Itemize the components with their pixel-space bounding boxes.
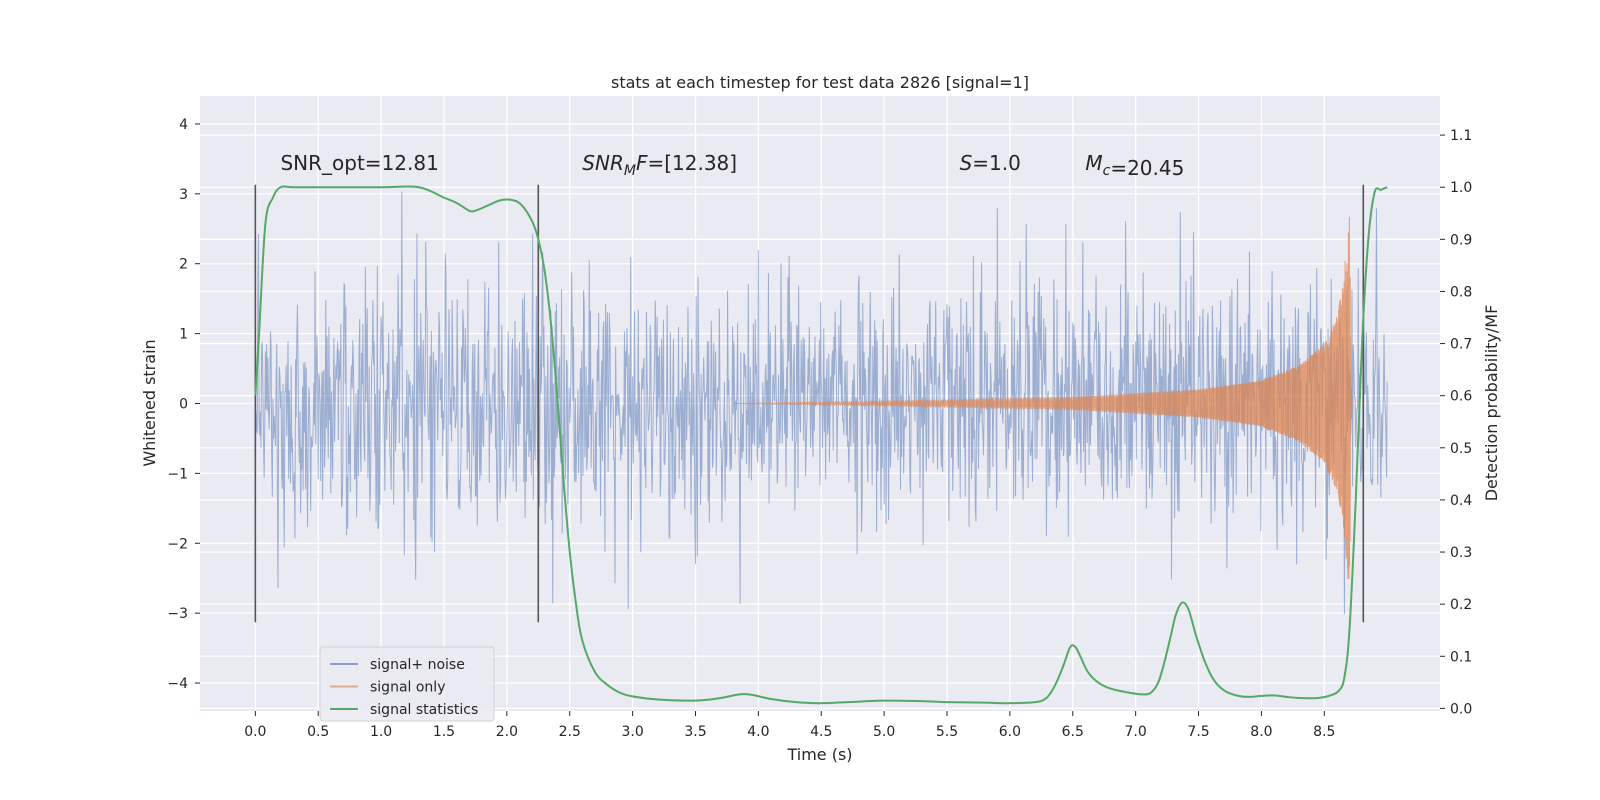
y-tick-label: 3	[179, 187, 188, 203]
x-tick-label: 4.5	[810, 724, 832, 740]
x-tick-label: 0.0	[244, 724, 266, 740]
y2-tick-label: 0.5	[1450, 441, 1472, 457]
x-tick-label: 2.5	[559, 724, 581, 740]
y2-tick-label: 0.7	[1450, 337, 1472, 353]
y2-tick-label: 0.1	[1450, 649, 1472, 665]
x-tick-label: 1.5	[433, 724, 455, 740]
x-tick-label: 3.0	[621, 724, 643, 740]
x-tick-label: 5.5	[936, 724, 958, 740]
data-layer	[254, 191, 1388, 614]
signal-statistics-line	[254, 185, 1388, 705]
x-tick-label: 8.5	[1313, 724, 1335, 740]
y2-tick-label: 0.6	[1450, 389, 1472, 405]
x-tick-label: 7.5	[1187, 724, 1209, 740]
legend-label: signal+ noise	[370, 657, 465, 673]
x-tick-label: 7.0	[1125, 724, 1147, 740]
y2-tick-label: 0.3	[1450, 545, 1472, 561]
annotations: SNR_opt=12.81 SNRMF=[12.38] S=1.0 Mc=20.45	[280, 151, 1184, 180]
vertical-markers	[254, 184, 1365, 623]
legend-label: signal statistics	[370, 702, 478, 718]
x-tick-label: 4.0	[747, 724, 769, 740]
x-tick-label: 1.0	[370, 724, 392, 740]
annotation-3: S=1.0	[960, 151, 1021, 175]
y-tick-label: −3	[167, 606, 188, 622]
y-tick-label: 1	[179, 327, 188, 343]
y-tick-labels: −4 −3 −2 −1 0 1 2 3 4	[167, 117, 200, 692]
y2-tick-label: 1.0	[1450, 180, 1472, 196]
y-tick-label: 4	[179, 117, 188, 133]
x-tick-label: 0.5	[307, 724, 329, 740]
y-tick-label: 2	[179, 257, 188, 273]
y2-tick-label: 0.9	[1450, 232, 1472, 248]
y2-axis-label: Detection probability/MF	[1482, 305, 1501, 502]
x-tick-label: 3.5	[684, 724, 706, 740]
x-tick-label: 5.0	[873, 724, 895, 740]
annotation-4: Mc=20.45	[1085, 151, 1184, 180]
y2-tick-labels: 0.0 0.1 0.2 0.3 0.4 0.5 0.6 0.7 0.8 0.9 1.0 1.1	[1440, 128, 1472, 717]
y-tick-label: −4	[167, 676, 188, 692]
x-tick-labels: 0.0 0.5 1.0 1.5 2.0 2.5 3.0 3.5 4.0 4.5 5.0 5.5 6.0 6…	[244, 711, 1335, 740]
signal-only-line	[733, 216, 1353, 580]
y2-tick-label: 1.1	[1450, 128, 1472, 144]
y-axis-label: Whitened strain	[140, 339, 159, 466]
legend-box	[319, 646, 495, 722]
statistics-layer	[254, 185, 1388, 705]
annotation-1: SNR_opt=12.81	[280, 151, 438, 175]
y2-tick-label: 0.4	[1450, 493, 1472, 509]
x-tick-label: 2.0	[496, 724, 518, 740]
y2-tick-label: 0.0	[1450, 701, 1472, 717]
legend-label: signal only	[370, 680, 445, 696]
annotation-2: SNRMF=[12.38]	[582, 151, 737, 179]
y2-tick-label: 0.2	[1450, 597, 1472, 613]
legend: signal+ noise signal only signal statistic…	[319, 646, 495, 722]
x-axis-label: Time (s)	[786, 745, 852, 764]
y-tick-label: 0	[179, 397, 188, 413]
x-tick-label: 6.0	[999, 724, 1021, 740]
chart-title: stats at each timestep for test data 282…	[611, 73, 1029, 92]
y-tick-label: −1	[167, 466, 188, 482]
y-tick-label: −2	[167, 536, 188, 552]
x-tick-label: 8.0	[1250, 724, 1272, 740]
y2-tick-label: 0.8	[1450, 284, 1472, 300]
x-tick-label: 6.5	[1062, 724, 1084, 740]
signal-noise-line	[254, 191, 1388, 614]
